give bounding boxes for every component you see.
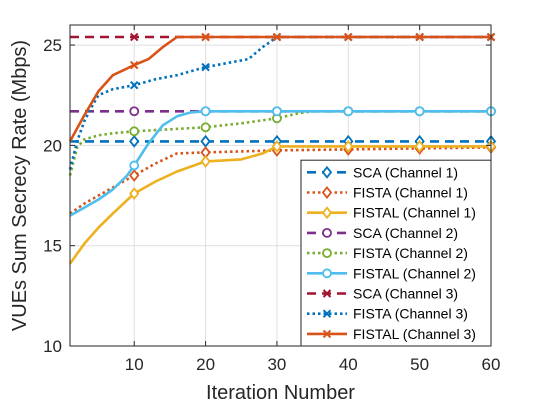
x-tick-label: 20: [196, 355, 215, 374]
legend-box: [300, 159, 492, 347]
legend-entry: FISTA (Channel 2): [307, 245, 468, 261]
series-fistal-channel-1: [68, 139, 497, 265]
data-point: [129, 126, 140, 137]
data-point: [343, 139, 354, 153]
series-layer: [68, 32, 497, 265]
legend-marker: [322, 329, 332, 339]
legend-entry: SCA (Channel 2): [307, 225, 458, 241]
legend-label: SCA (Channel 3): [353, 286, 458, 302]
legend-label: FISTAL (Channel 2): [353, 265, 476, 281]
marker-stroke: [130, 60, 139, 70]
legend-marker: [322, 227, 332, 238]
legend-marker: [321, 165, 333, 179]
data-point: [129, 169, 140, 182]
data-point: [201, 62, 210, 72]
legend-entry: SCA (Channel 1): [307, 164, 458, 180]
series-line: [68, 35, 491, 170]
legend-entry: FISTA (Channel 3): [307, 306, 468, 322]
data-point: [271, 139, 283, 153]
data-point: [129, 187, 140, 200]
legend-entry: FISTAL (Channel 2): [307, 265, 476, 281]
y-tick-label: 20: [43, 136, 62, 155]
series-line: [68, 145, 491, 265]
marker-stroke: [322, 329, 332, 339]
legend-label: FISTAL (Channel 1): [353, 205, 476, 221]
marker-stroke: [201, 62, 210, 72]
legend-marker: [322, 268, 332, 279]
legend-marker: [322, 248, 332, 259]
data-point: [414, 106, 425, 117]
marker-stroke: [322, 289, 332, 298]
series-fistal-channel-3: [68, 32, 496, 143]
marker-stroke: [201, 32, 210, 42]
series-line: [69, 110, 491, 217]
data-point: [130, 80, 139, 90]
x-tick-label: 40: [339, 355, 358, 374]
x-tick-label: 10: [125, 355, 144, 374]
data-point: [343, 106, 354, 117]
legend-entry: FISTAL (Channel 3): [307, 326, 476, 342]
x-tick-label: 50: [410, 355, 429, 374]
data-point: [272, 106, 282, 117]
legend-label: FISTA (Channel 1): [353, 185, 468, 201]
marker-stroke: [415, 32, 424, 42]
marker-stroke: [272, 32, 282, 42]
data-point: [200, 122, 211, 133]
marker-stroke: [322, 309, 332, 318]
data-point: [200, 154, 211, 168]
legend-marker: [322, 289, 332, 298]
data-point: [129, 106, 140, 117]
legend-marker: [321, 186, 333, 199]
marker-stroke: [130, 32, 139, 42]
marker-stroke: [344, 32, 353, 42]
legend-label: FISTA (Channel 2): [353, 245, 468, 261]
legend-label: SCA (Channel 2): [353, 225, 458, 241]
legend-marker: [322, 309, 332, 318]
data-point: [344, 32, 353, 42]
data-point: [129, 160, 140, 171]
legend: SCA (Channel 1) FISTA (Channel 1) FISTAL (…: [300, 159, 492, 347]
y-axis-label: VUEs Sum Secrecy Rate (Mbps): [9, 40, 31, 331]
x-axis-label: Iteration Number: [206, 382, 355, 404]
data-point: [129, 134, 140, 148]
data-point: [200, 106, 211, 117]
legend-label: FISTA (Channel 3): [353, 306, 468, 322]
data-point: [130, 60, 139, 70]
x-tick-label: 30: [267, 355, 286, 374]
series-line: [69, 146, 492, 215]
legend-entry: SCA (Channel 3): [307, 286, 458, 302]
marker-stroke: [130, 80, 139, 90]
legend-label: SCA (Channel 1): [353, 164, 458, 180]
y-tick-label: 10: [43, 337, 62, 356]
data-point: [130, 32, 139, 42]
data-point: [414, 139, 425, 153]
y-tick-label: 15: [43, 237, 62, 256]
y-tick-label: 25: [43, 36, 62, 55]
data-point: [415, 32, 424, 42]
legend-marker: [321, 206, 333, 220]
data-point: [201, 32, 210, 42]
legend-entry: FISTA (Channel 1): [307, 185, 468, 201]
x-tick-label: 60: [482, 355, 501, 374]
legend-label: FISTAL (Channel 3): [353, 326, 476, 342]
legend-entry: FISTAL (Channel 1): [307, 205, 476, 221]
data-point: [272, 32, 282, 42]
